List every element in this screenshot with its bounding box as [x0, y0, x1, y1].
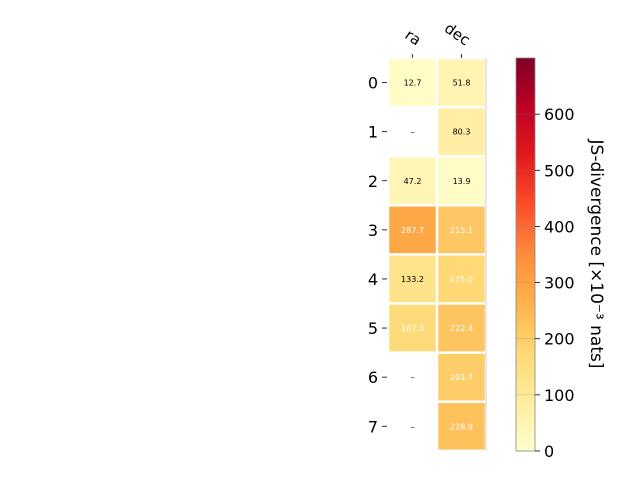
row-label: 1: [368, 123, 378, 142]
colorbar-tick-label: 600: [544, 105, 575, 124]
heatmap-cell: [438, 59, 485, 106]
column-axis: ra dec: [402, 19, 474, 58]
heatmap-cell: [389, 59, 436, 106]
cell-label: 80.3: [453, 128, 471, 137]
colorbar-tick-label: 500: [544, 161, 575, 180]
heatmap-cell: [438, 255, 485, 303]
heatmap-cell: [389, 304, 436, 352]
cell-label: 167.3: [401, 324, 424, 333]
cell-label: 201.7: [450, 373, 473, 382]
colorbar-label: JS-divergence [×10⁻³ nats]: [586, 139, 606, 369]
row-label: 6: [368, 368, 378, 387]
column-label: dec: [441, 19, 473, 49]
colorbar-tick-label: 100: [544, 386, 575, 405]
row-label: 3: [368, 221, 378, 240]
heatmap-cells: [389, 59, 485, 450]
colorbar-bar: [515, 57, 536, 452]
row-label: 5: [368, 319, 378, 338]
colorbar-tick-label: 200: [544, 330, 575, 349]
column-label: ra: [402, 26, 425, 50]
heatmap-cell: [438, 304, 485, 352]
cell-label: 215.1: [450, 226, 473, 235]
row-label: 0: [368, 74, 378, 93]
cell-label: 175.0: [450, 275, 473, 284]
heatmap-cell: [389, 255, 436, 303]
row-label: 2: [368, 172, 378, 191]
cell-label: 287.7: [401, 226, 424, 235]
heatmap-cell: [438, 108, 485, 155]
cell-label: –: [411, 373, 415, 382]
cell-label: –: [411, 128, 415, 137]
colorbar-tick-label: 300: [544, 274, 575, 293]
colorbar-lines: [516, 113, 535, 452]
heatmap-cell: [389, 206, 436, 254]
row-axis: 0 1 2 3 4 5 6 7: [368, 74, 387, 436]
cell-label: 133.2: [401, 275, 424, 284]
heatmap-cell: [438, 353, 485, 401]
colorbar-ticks: 0 100 200 300 400 500 600: [535, 105, 575, 461]
cell-label: 47.2: [404, 177, 422, 186]
colorbar-tick-label: 0: [544, 442, 554, 461]
cell-label: 13.9: [453, 177, 471, 186]
heatmap-cell: [438, 157, 485, 205]
cell-label: 12.7: [404, 79, 422, 88]
heatmap-cell: [438, 402, 485, 450]
cell-label: –: [411, 422, 415, 431]
row-label: 4: [368, 270, 378, 289]
cell-label: 222.4: [450, 324, 473, 333]
cell-label: 228.9: [450, 422, 473, 431]
heatmap-cell: [389, 157, 436, 205]
colorbar-tick-label: 400: [544, 217, 575, 236]
heatmap-cell: [438, 206, 485, 254]
row-label: 7: [368, 417, 378, 436]
cell-label: 51.8: [453, 79, 471, 88]
colorbar: 0 100 200 300 400 500 600 JS-divergence [×10⁻³…: [515, 57, 606, 461]
cell-labels: 12.7 51.8 – 80.3 47.2 13.9 287.7 215.1 133.2 175.…: [401, 79, 473, 432]
